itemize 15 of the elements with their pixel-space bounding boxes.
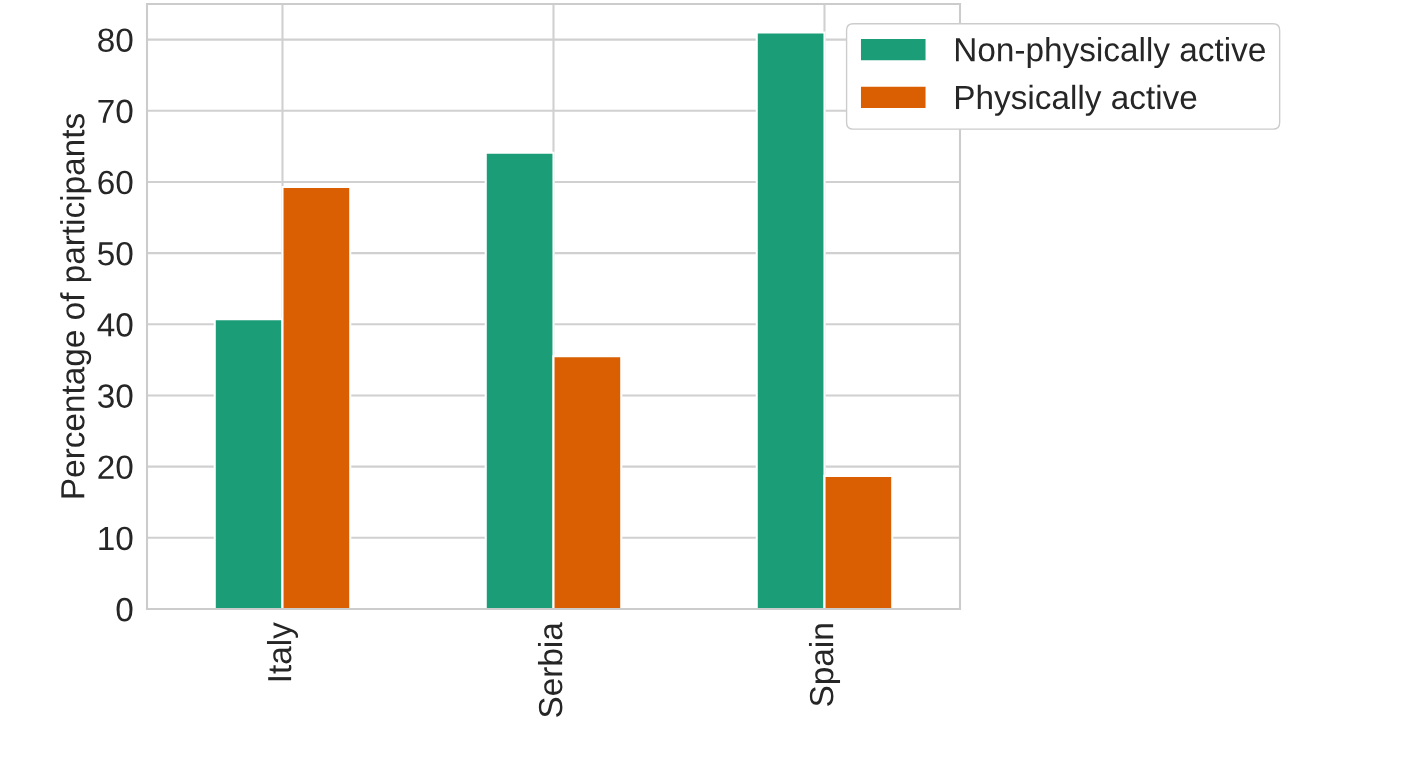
y-tick-label: 10 <box>99 526 133 551</box>
x-tick-label: Italy <box>266 622 299 681</box>
x-tick-label: Serbia <box>537 622 563 718</box>
y-axis-title: Percentage of participants <box>60 114 92 498</box>
legend-label: Physically active <box>955 84 1197 116</box>
y-tick-label: 40 <box>97 313 133 337</box>
legend-label: Non-physically active <box>955 37 1265 69</box>
x-tick-label: Spain <box>808 624 841 706</box>
y-tick-label: 80 <box>98 28 133 52</box>
y-tick-label: 50 <box>98 241 133 266</box>
y-tick-label: 70 <box>98 99 133 124</box>
y-tick-label: 30 <box>98 384 133 408</box>
y-tick-label: 20 <box>98 455 133 480</box>
y-tick-label: 60 <box>98 170 133 195</box>
y-tick-label: 0 <box>116 597 133 622</box>
